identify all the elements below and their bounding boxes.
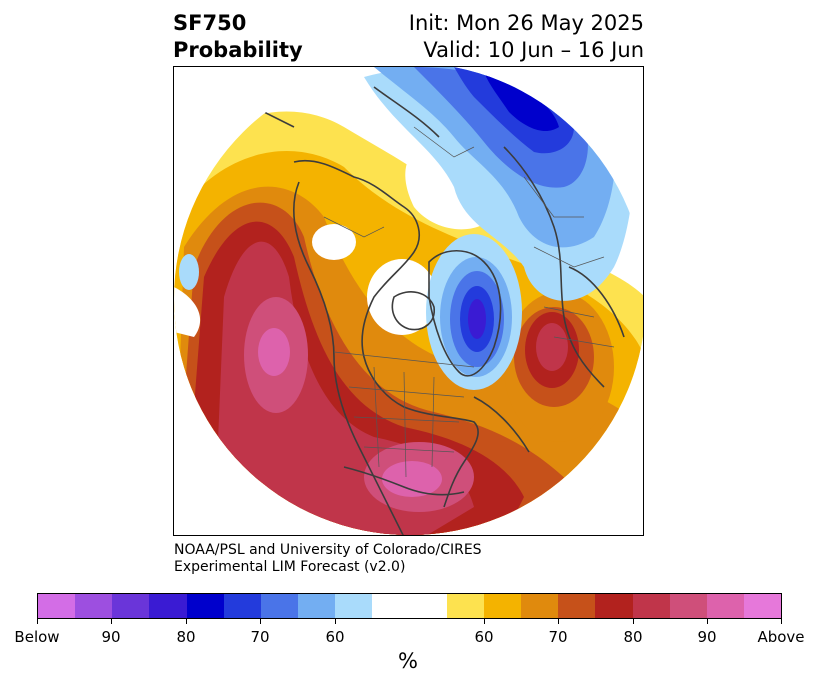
colorbar-segment	[409, 594, 447, 618]
tick-label-below-60: 60	[325, 628, 345, 646]
colorbar-segment	[298, 594, 336, 618]
tick-label-above: Above	[757, 628, 805, 646]
colorbar-segment	[521, 594, 559, 618]
tick-mark	[781, 619, 782, 624]
colorbar	[37, 593, 782, 619]
init-date: Init: Mon 26 May 2025	[408, 11, 644, 35]
probability-map	[173, 66, 644, 536]
colorbar-segment	[223, 594, 261, 618]
tick-mark	[484, 619, 485, 624]
colorbar-segment	[595, 594, 633, 618]
field-95-above-pacific	[258, 328, 290, 376]
tick-label-below-80: 80	[176, 628, 196, 646]
colorbar-segment	[706, 594, 744, 618]
colorbar-segment	[483, 594, 522, 618]
valid-range: Valid: 10 Jun – 16 Jun	[423, 38, 644, 62]
colorbar-segment	[149, 594, 187, 618]
tick-label-above-80: 80	[623, 628, 643, 646]
neutral-alaska	[312, 224, 356, 260]
colorbar-unit: %	[398, 649, 418, 673]
tick-mark	[707, 619, 708, 624]
colorbar-segment	[669, 594, 707, 618]
field-80-below-north	[484, 72, 559, 132]
tick-mark	[335, 619, 336, 624]
colorbar-segment	[632, 594, 670, 618]
political-borders	[323, 126, 615, 478]
colorbar-segment	[372, 594, 410, 618]
tick-label-above-70: 70	[548, 628, 568, 646]
tick-mark	[633, 619, 634, 624]
neutral-hudson	[367, 259, 437, 335]
title-left: SF750 Probability	[173, 10, 303, 64]
title-right: Init: Mon 26 May 2025 Valid: 10 Jun – 16…	[409, 10, 644, 64]
credit-line-1: NOAA/PSL and University of Colorado/CIRE…	[174, 542, 482, 558]
colorbar-segment	[446, 594, 484, 618]
tick-mark	[558, 619, 559, 624]
polar-projection-map	[174, 67, 643, 535]
field-60-below-pacific	[179, 254, 199, 290]
neutral-west-edge	[174, 287, 201, 337]
tick-label-below-70: 70	[250, 628, 270, 646]
tick-label-above-90: 90	[697, 628, 717, 646]
colorbar-segment	[38, 594, 76, 618]
tick-mark	[186, 619, 187, 624]
credit-line-2: Experimental LIM Forecast (v2.0)	[174, 559, 406, 575]
field-95-above-conus	[382, 461, 442, 497]
tick-mark	[260, 619, 261, 624]
field-80-below-greenland	[468, 299, 486, 339]
probability-field	[174, 67, 643, 535]
colorbar-segment	[743, 594, 782, 618]
variable-subtitle: Probability	[173, 38, 303, 62]
coastlines	[233, 86, 625, 535]
colorbar-segment	[558, 594, 596, 618]
tick-mark	[111, 619, 112, 624]
tick-label-below-90: 90	[101, 628, 121, 646]
variable-title: SF750	[173, 11, 247, 35]
tick-label-above-60: 60	[474, 628, 494, 646]
colorbar-segment	[260, 594, 299, 618]
colorbar-segment	[335, 594, 373, 618]
tick-mark	[37, 619, 38, 624]
tick-label-below: Below	[14, 628, 60, 646]
colorbar-segment	[186, 594, 224, 618]
colorbar-segment	[75, 594, 113, 618]
field-85-above-europe	[536, 323, 568, 371]
credit-text: NOAA/PSL and University of Colorado/CIRE…	[174, 542, 482, 576]
colorbar-segment	[112, 594, 150, 618]
